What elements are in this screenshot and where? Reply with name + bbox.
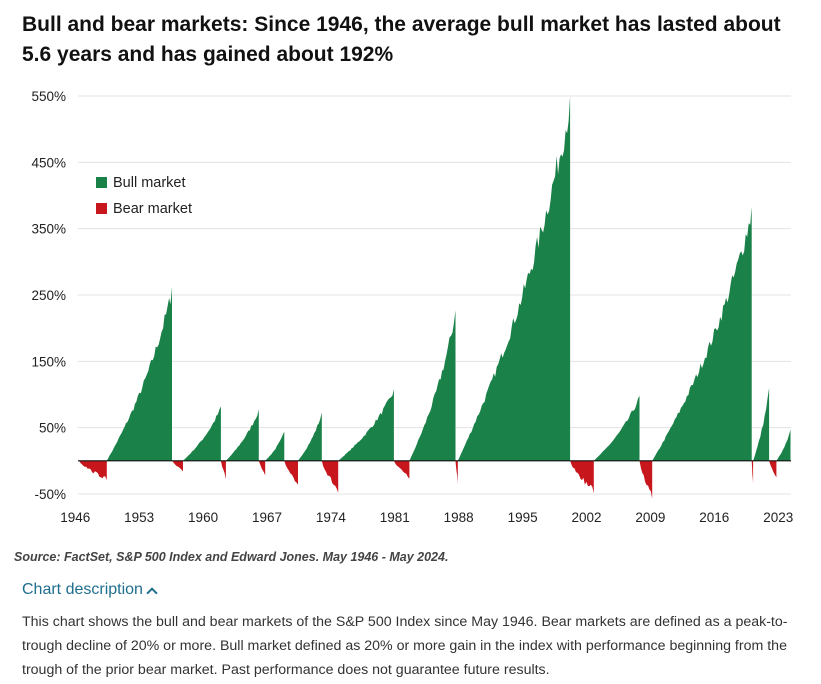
y-axis-ticks: -50% 50% 150% 250% 350% 450% 550% [31, 89, 66, 502]
bear-market-area [751, 460, 754, 484]
chevron-up-icon[interactable] [146, 586, 158, 599]
y-tick-label: -50% [34, 487, 66, 502]
bull-market-area [457, 96, 571, 461]
x-tick-label: 2002 [571, 510, 601, 525]
x-tick-label: 1953 [124, 510, 154, 525]
x-tick-label: 2023 [763, 510, 793, 525]
bear-market-area [78, 460, 107, 481]
chart-description-toggle[interactable]: Chart description [22, 581, 158, 599]
bear-market-area [284, 460, 298, 485]
source-note: Source: FactSet, S&P 500 Index and Edwar… [14, 550, 449, 564]
bear-market-area [393, 460, 410, 479]
bull-market-area [409, 310, 456, 461]
bull-market-area [652, 206, 752, 461]
x-tick-label: 1981 [380, 510, 410, 525]
bull-market-area [338, 389, 394, 461]
bear-market-area [172, 460, 183, 472]
bull-market-area [753, 387, 770, 461]
bear-market-area [639, 460, 653, 499]
bull-market-area [776, 429, 791, 461]
x-tick-label: 1946 [60, 510, 90, 525]
x-tick-label: 1960 [188, 510, 218, 525]
bull-market-area [183, 406, 221, 461]
bull-market-area [298, 412, 322, 461]
x-tick-label: 1967 [252, 510, 282, 525]
x-tick-label: 2016 [699, 510, 729, 525]
bull-market-area [225, 409, 259, 461]
bear-market-area [769, 460, 777, 478]
y-tick-label: 50% [39, 421, 66, 436]
legend-swatch-bull [96, 177, 107, 188]
legend-label-bull: Bull market [113, 175, 186, 191]
bear-market-area [455, 460, 458, 484]
y-tick-label: 350% [31, 222, 66, 237]
x-tick-label: 1974 [316, 510, 347, 525]
y-tick-label: 150% [31, 354, 66, 369]
legend-swatch-bear [96, 203, 107, 214]
x-tick-label: 1988 [444, 510, 474, 525]
chart-description-label[interactable]: Chart description [22, 581, 143, 598]
x-tick-label: 1995 [508, 510, 538, 525]
y-tick-label: 450% [31, 155, 66, 170]
y-tick-label: 550% [31, 89, 66, 104]
legend: Bull market Bear market [96, 175, 192, 217]
y-tick-label: 250% [31, 288, 66, 303]
bull-market-area [106, 287, 172, 461]
chart-description-text: This chart shows the bull and bear marke… [22, 614, 788, 678]
market-areas [78, 96, 791, 499]
chart-title: Bull and bear markets: Since 1946, the a… [22, 13, 781, 66]
bear-market-area [220, 460, 226, 480]
legend-label-bear: Bear market [113, 201, 192, 217]
bull-market-area [265, 431, 285, 461]
bear-market-area [321, 460, 339, 493]
bull-market-area [593, 395, 640, 461]
bear-market-area [258, 460, 266, 476]
bear-market-area [570, 460, 594, 494]
x-tick-label: 2009 [635, 510, 665, 525]
x-axis-ticks: 1946 1953 1960 1967 1974 1981 1988 1995 2002 2009… [60, 510, 793, 525]
